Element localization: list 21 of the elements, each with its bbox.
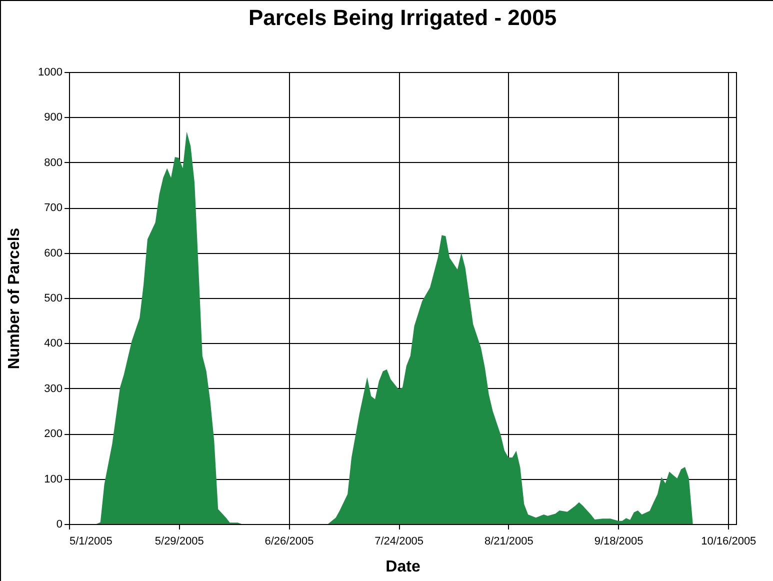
x-axis-title: Date (386, 558, 420, 576)
y-tick-label: 100 (44, 473, 62, 486)
y-tick-label: 400 (44, 338, 62, 350)
y-axis-title: Number of Parcels (6, 228, 24, 370)
y-tick-label: 600 (44, 247, 62, 260)
x-tick-label: 10/16/2005 (701, 536, 756, 548)
y-tick-label: 900 (44, 112, 62, 124)
y-tick-label: 0 (56, 518, 62, 530)
x-tick-label: 9/18/2005 (594, 536, 644, 548)
x-tick-label: 6/26/2005 (264, 536, 314, 548)
y-tick-label: 300 (44, 382, 62, 395)
x-tick-label: 8/21/2005 (484, 536, 534, 548)
x-tick-label: 7/24/2005 (374, 536, 424, 548)
y-tick-label: 200 (44, 428, 62, 440)
chart-title: Parcels Being Irrigated - 2005 (248, 5, 557, 30)
y-tick-label: 800 (44, 156, 62, 169)
x-tick-label: 5/29/2005 (154, 536, 204, 548)
x-tick-label: 5/1/2005 (70, 536, 112, 548)
y-tick-label: 500 (44, 292, 62, 304)
y-tick-label: 700 (44, 202, 62, 214)
y-tick-label: 1000 (38, 66, 62, 78)
